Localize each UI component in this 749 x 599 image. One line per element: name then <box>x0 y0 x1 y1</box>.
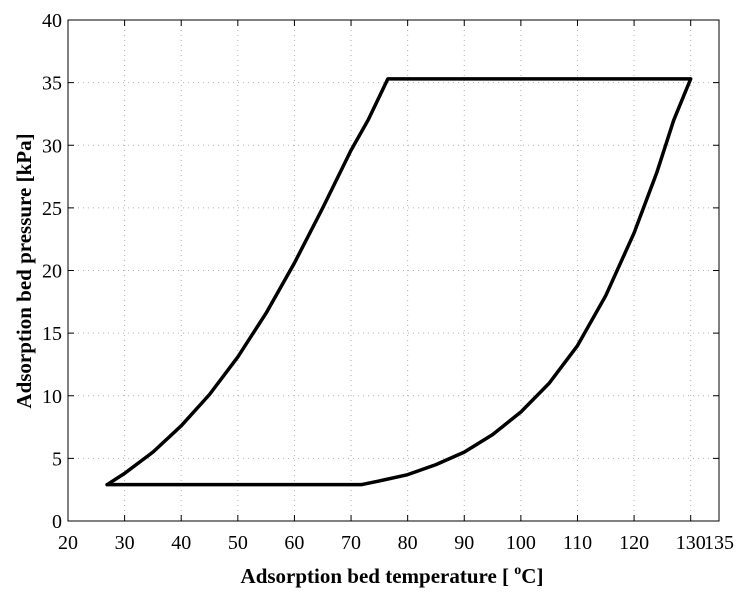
x-tick-label: 60 <box>284 532 304 554</box>
x-tick-label: 130 <box>676 532 706 554</box>
x-axis-title-superscript: o <box>514 563 521 578</box>
x-axis-title-main: Adsorption bed temperature [ <box>241 564 515 588</box>
x-tick-label: 70 <box>341 532 361 554</box>
x-tick-label: 120 <box>619 532 649 554</box>
y-tick-label: 40 <box>42 10 62 32</box>
x-tick-label: 135 <box>704 532 734 554</box>
y-tick-label: 30 <box>42 135 62 157</box>
x-tick-label: 110 <box>563 532 592 554</box>
series-line-cycle <box>105 77 693 487</box>
x-axis-title: Adsorption bed temperature [ oC] <box>241 563 544 588</box>
x-axis-title-unit: C] <box>521 564 543 588</box>
y-tick-label: 20 <box>42 261 62 283</box>
y-tick-label: 0 <box>52 511 62 533</box>
x-tick-label: 80 <box>398 532 418 554</box>
x-tick-label: 50 <box>228 532 248 554</box>
x-tick-label: 100 <box>506 532 536 554</box>
x-tick-label: 20 <box>58 532 78 554</box>
x-tick-label: 40 <box>171 532 191 554</box>
axis-ticks <box>67 19 720 522</box>
grid-lines <box>68 20 719 521</box>
y-tick-label: 15 <box>42 323 62 345</box>
series-layer <box>105 77 693 487</box>
x-tick-label: 30 <box>115 532 135 554</box>
y-axis-title: Adsorption bed pressure [kPa] <box>12 133 36 408</box>
y-tick-label: 25 <box>42 198 62 220</box>
y-tick-label: 5 <box>52 448 62 470</box>
y-tick-labels: 0 5 10 15 20 25 30 35 40 <box>42 10 62 533</box>
y-tick-label: 35 <box>42 73 62 95</box>
x-tick-label: 90 <box>454 532 474 554</box>
y-tick-label: 10 <box>42 386 62 408</box>
